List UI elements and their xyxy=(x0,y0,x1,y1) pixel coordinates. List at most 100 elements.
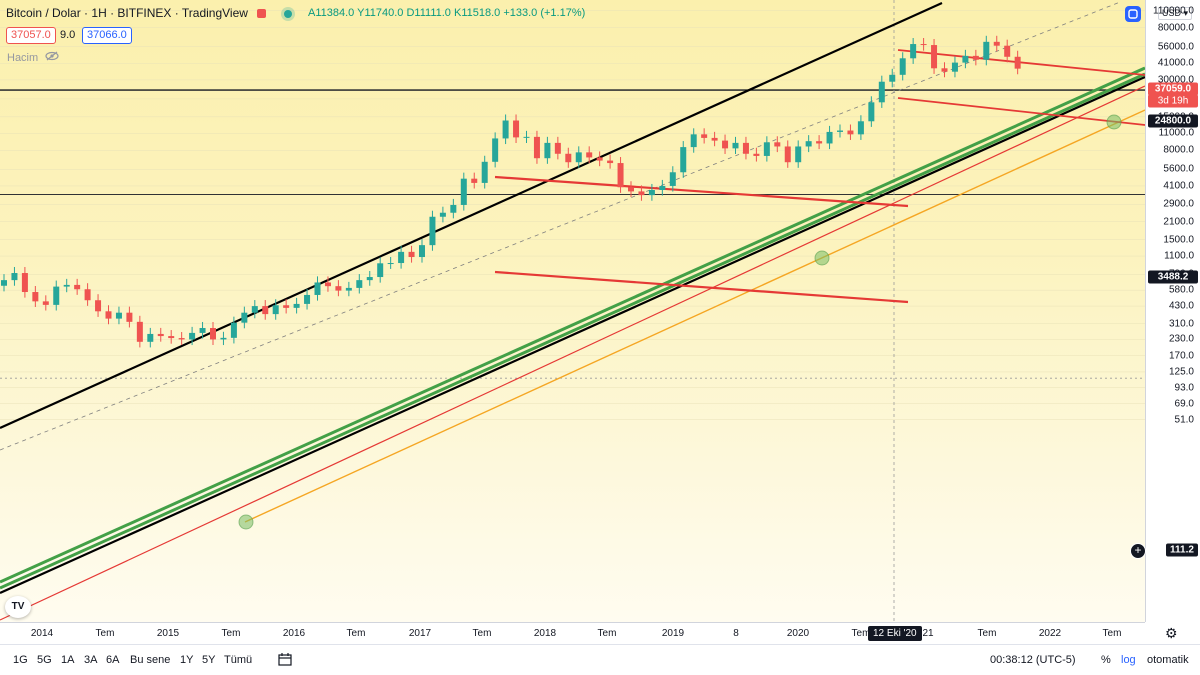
range-button[interactable]: 3A xyxy=(84,654,98,666)
crosshair-add-icon[interactable]: + xyxy=(1130,543,1146,559)
candle-body xyxy=(136,321,143,342)
candle-body xyxy=(805,141,812,147)
date-range-icon[interactable] xyxy=(278,653,292,671)
candle-body xyxy=(565,153,572,163)
ask-price-box[interactable]: 37066.0 xyxy=(82,27,132,44)
eye-hidden-icon[interactable] xyxy=(45,51,59,64)
candle-body xyxy=(826,131,833,144)
candle-body xyxy=(199,328,206,333)
candle-body xyxy=(1004,45,1011,57)
candle-body xyxy=(251,306,258,313)
candle-body xyxy=(533,136,540,159)
red-support-line[interactable] xyxy=(0,85,1145,621)
candle-body xyxy=(21,273,28,293)
currency-selector[interactable]: USD ▾ xyxy=(1158,7,1193,20)
range-button[interactable]: Tümü xyxy=(224,654,253,666)
candle-body xyxy=(742,142,749,154)
candle-body xyxy=(460,178,467,205)
range-button[interactable]: 5Y xyxy=(202,654,216,666)
percent-toggle[interactable]: % xyxy=(1101,654,1111,666)
chart-area[interactable]: Bitcoin / Dolar · 1H · BITFINEX · Tradin… xyxy=(0,0,1145,622)
chevron-down-icon: ▾ xyxy=(1181,8,1189,18)
price-tick-label: 69.0 xyxy=(1174,398,1194,410)
range-button[interactable]: 1Y xyxy=(180,654,194,666)
candle-body xyxy=(857,121,864,135)
level-label-high: 24800.0 xyxy=(1148,114,1198,128)
candle-body xyxy=(304,294,311,304)
volume-label: Hacim xyxy=(7,52,39,64)
range-button[interactable]: Bu sene xyxy=(130,654,171,666)
auto-toggle[interactable]: otomatik xyxy=(1147,654,1189,666)
candle-body xyxy=(607,160,614,164)
settings-gear-icon[interactable]: ⚙ xyxy=(1165,625,1178,641)
candle-body xyxy=(784,146,791,163)
price-tick-label: 8000.0 xyxy=(1163,144,1194,156)
candle-body xyxy=(617,163,624,188)
candle-body xyxy=(596,157,603,161)
range-button[interactable]: 6A xyxy=(106,654,120,666)
candle-body xyxy=(335,286,342,291)
candle-body xyxy=(554,142,561,154)
bid-price-box[interactable]: 37057.0 xyxy=(6,27,56,44)
range-button[interactable]: 1A xyxy=(61,654,75,666)
symbol-legend[interactable]: Bitcoin / Dolar · 1H · BITFINEX · Tradin… xyxy=(6,6,292,20)
candle-body xyxy=(575,152,582,163)
candle-body xyxy=(439,212,446,217)
candle-body xyxy=(481,161,488,183)
price-tick-label: 41000.0 xyxy=(1157,57,1194,69)
range-button[interactable]: 1G xyxy=(13,654,28,666)
clock-timezone[interactable]: 00:38:12 (UTC-5) xyxy=(990,654,1076,666)
candle-body xyxy=(690,134,697,148)
price-tick-label: 110000.0 xyxy=(1153,5,1194,17)
trendlines[interactable] xyxy=(0,0,1145,622)
level-label-low: 3488.2 xyxy=(1148,270,1198,284)
candle-body xyxy=(115,312,122,319)
red-channel-bottom[interactable] xyxy=(897,97,1145,126)
touch-point-marker xyxy=(238,514,254,530)
time-tick-label: Tem xyxy=(95,628,115,639)
black-trendline-lower[interactable] xyxy=(0,75,1145,595)
candle-body xyxy=(95,300,102,312)
market-status-icon xyxy=(257,9,267,19)
candle-body xyxy=(84,289,91,301)
candle-body xyxy=(941,68,948,72)
green-channel-bottom[interactable] xyxy=(0,72,1145,590)
red-range-bottom[interactable] xyxy=(494,270,909,304)
candle-body xyxy=(983,41,990,60)
time-tick-label: 2022 xyxy=(1038,628,1062,639)
orange-support-line[interactable] xyxy=(244,109,1145,523)
candle-body xyxy=(450,204,457,213)
green-channel-top[interactable] xyxy=(0,66,1145,584)
price-chart[interactable] xyxy=(0,0,1145,622)
candle-body xyxy=(241,312,248,323)
price-scale[interactable]: USD ▾ 110000.0 80000.0 56000.0 41000.0 30000… xyxy=(1145,0,1200,622)
candle-body xyxy=(147,333,154,342)
red-range-top[interactable] xyxy=(494,175,909,208)
candle-body xyxy=(878,81,885,103)
price-tick-label: 11000.0 xyxy=(1158,127,1194,139)
candle-body xyxy=(889,74,896,82)
candle-body xyxy=(502,120,509,139)
candle-body xyxy=(105,311,112,319)
candle-body xyxy=(931,45,938,69)
time-axis[interactable]: 2014 Tem 2015 Tem 2016 Tem 2017 Tem 2018 Tem 2019 8… xyxy=(0,622,1178,644)
chat-icon[interactable] xyxy=(1125,6,1141,22)
touch-markers xyxy=(238,114,1122,530)
candle-body xyxy=(774,142,781,147)
range-button[interactable]: 5G xyxy=(37,654,52,666)
red-channel-top[interactable] xyxy=(897,49,1145,76)
time-tick-label: 2020 xyxy=(786,628,810,639)
black-trendline-upper[interactable] xyxy=(0,1,943,430)
currency-label: USD xyxy=(1162,8,1182,18)
chart-grid xyxy=(0,10,1145,420)
candle-body xyxy=(74,284,81,290)
candle-body xyxy=(314,282,321,295)
price-tick-label: 310.0 xyxy=(1168,318,1194,330)
log-toggle[interactable]: log xyxy=(1121,654,1136,666)
dashed-median-line[interactable] xyxy=(0,1,1121,451)
candle-body xyxy=(272,305,279,315)
price-tick-label: 93.0 xyxy=(1174,382,1194,394)
candle-body xyxy=(293,303,300,308)
volume-legend[interactable]: Hacim xyxy=(7,51,59,64)
tradingview-logo: TV xyxy=(5,596,31,618)
